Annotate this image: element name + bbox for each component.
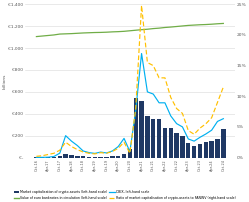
- Bar: [133, 98, 138, 158]
- Bar: [52, 157, 56, 158]
- Bar: [180, 136, 185, 158]
- Bar: [192, 145, 196, 158]
- Bar: [139, 101, 144, 158]
- Bar: [110, 156, 115, 158]
- Bar: [169, 128, 173, 158]
- Bar: [145, 116, 150, 158]
- Bar: [122, 154, 126, 158]
- Bar: [34, 157, 39, 158]
- Bar: [209, 141, 214, 158]
- Bar: [75, 156, 79, 158]
- Y-axis label: billions: billions: [3, 73, 7, 89]
- Bar: [221, 129, 226, 158]
- Bar: [46, 157, 50, 158]
- Bar: [204, 142, 208, 158]
- Bar: [63, 154, 68, 158]
- Bar: [128, 149, 132, 158]
- Bar: [186, 143, 190, 158]
- Bar: [163, 128, 167, 158]
- Bar: [198, 144, 202, 158]
- Bar: [104, 157, 109, 158]
- Bar: [40, 157, 45, 158]
- Bar: [151, 119, 155, 158]
- Bar: [116, 156, 120, 158]
- Bar: [81, 157, 85, 158]
- Bar: [58, 156, 62, 158]
- Legend: Market capitalisation of crypto-assets (left-hand scale), Value of euro banknote: Market capitalisation of crypto-assets (…: [13, 189, 236, 200]
- Bar: [69, 155, 74, 158]
- Bar: [174, 134, 179, 158]
- Bar: [87, 157, 91, 158]
- Bar: [93, 157, 97, 158]
- Bar: [157, 119, 161, 158]
- Bar: [215, 140, 220, 158]
- Bar: [99, 157, 103, 158]
